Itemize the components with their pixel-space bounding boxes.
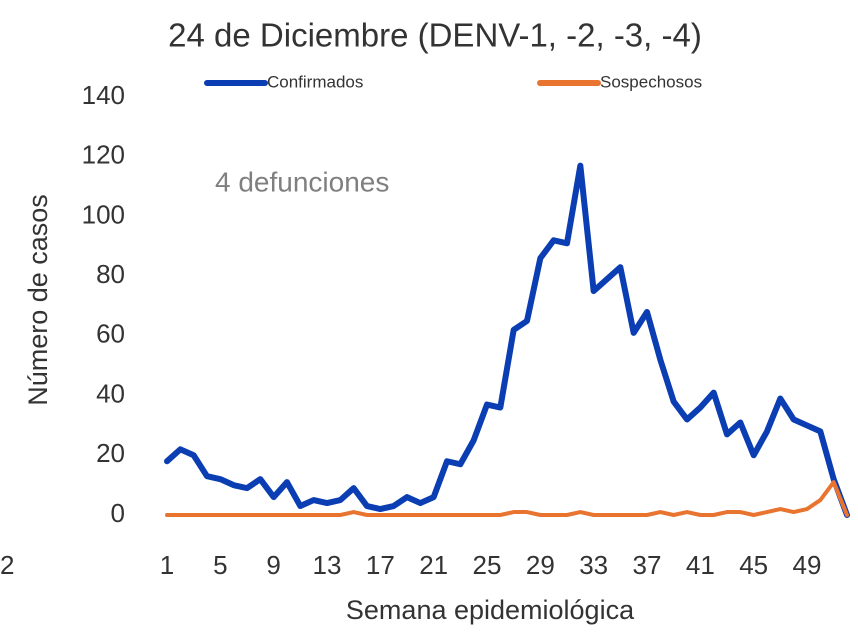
- x-tick-label: 37: [633, 550, 662, 580]
- x-tick-label: 13: [313, 550, 342, 580]
- x-tick-label: 45: [739, 550, 768, 580]
- y-tick-label: 40: [96, 378, 125, 408]
- x-tick-label: 41: [686, 550, 715, 580]
- x-tick-label: 21: [419, 550, 448, 580]
- y-axis-label: Número de casos: [23, 194, 53, 406]
- x-axis-label: Semana epidemiológica: [346, 595, 635, 625]
- y-tick-label: 100: [82, 199, 125, 229]
- x-tick-label: 5: [213, 550, 227, 580]
- x-tick-label: 17: [366, 550, 395, 580]
- x-tick-label: 1: [160, 550, 174, 580]
- y-tick-label: 20: [96, 438, 125, 468]
- legend-label: Confirmados: [267, 72, 363, 91]
- series-line: [164, 162, 850, 518]
- annotation: 4 defunciones: [215, 166, 389, 197]
- y-tick-label: 120: [82, 140, 125, 170]
- x-tick-label: 25: [473, 550, 502, 580]
- y-tick-label: 0: [111, 498, 125, 528]
- x-tick-label: 9: [266, 550, 280, 580]
- chart-title: 24 de Diciembre (DENV-1, -2, -3, -4): [168, 17, 702, 54]
- x-tick-label: 49: [793, 550, 822, 580]
- y-tick-label: 80: [96, 259, 125, 289]
- cropped-label: 2: [0, 550, 14, 580]
- legend-label: Sospechosos: [600, 72, 702, 91]
- x-tick-label: 33: [579, 550, 608, 580]
- y-tick-label: 140: [82, 80, 125, 110]
- x-tick-label: 29: [526, 550, 555, 580]
- y-tick-label: 60: [96, 319, 125, 349]
- series-line: [165, 480, 849, 517]
